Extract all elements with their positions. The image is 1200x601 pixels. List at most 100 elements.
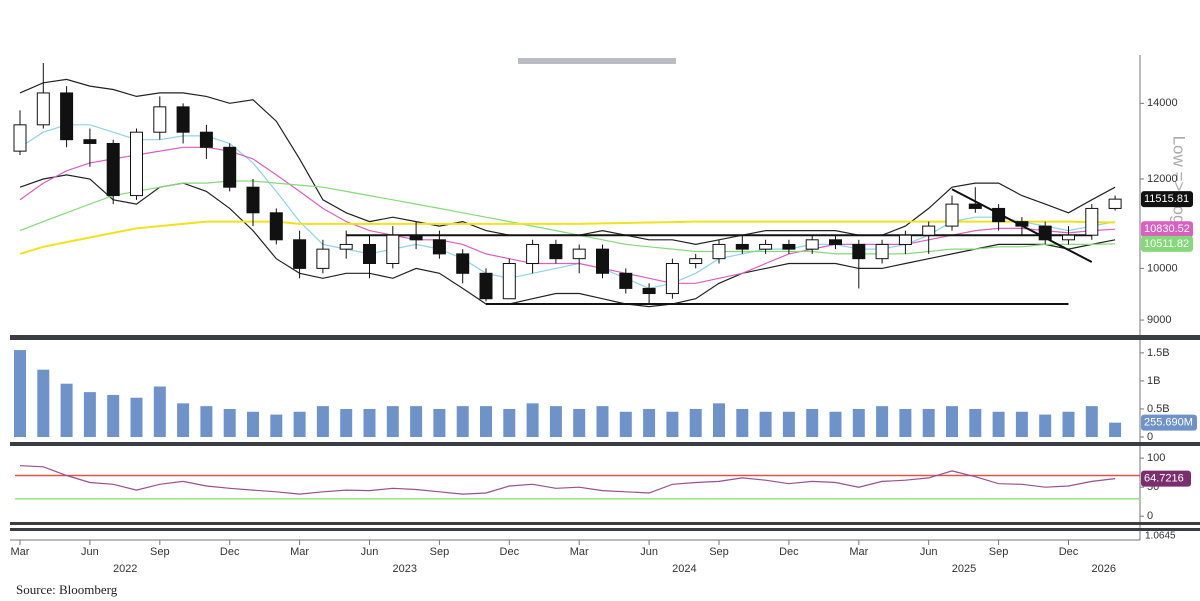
candle-body: [945, 203, 959, 227]
candle-body: [665, 262, 679, 295]
volume-bar: [549, 406, 562, 437]
candle-body: [83, 139, 97, 144]
y-tick-label: 0: [1147, 510, 1153, 522]
volume-bar: [759, 411, 772, 437]
volume-bar: [37, 369, 50, 437]
volume-bar: [1085, 406, 1098, 437]
volume-bar: [899, 408, 912, 437]
volume-bar: [60, 383, 73, 437]
candle-body: [479, 272, 493, 300]
candle-body: [223, 146, 237, 188]
volume-bar: [340, 408, 353, 437]
y-tick-label: 9000: [1147, 314, 1171, 326]
volume-bar: [153, 386, 166, 437]
volume-bar: [200, 406, 213, 437]
candle-body: [875, 243, 889, 260]
value-tag-bg: [1141, 235, 1193, 252]
volume-bar: [386, 406, 399, 437]
volume-bar: [526, 403, 539, 437]
candle-body: [269, 212, 283, 241]
year-label: 2025: [952, 563, 976, 575]
volume-bar: [1015, 411, 1028, 437]
x-tick-label: Dec: [1059, 546, 1079, 558]
volume-bar: [177, 403, 190, 437]
volume-bar: [456, 406, 469, 437]
value-tag-bg: [1141, 414, 1197, 431]
candle-body: [759, 243, 773, 250]
candle-body: [549, 243, 563, 260]
candle-body: [432, 239, 446, 255]
year-label: 2026: [1092, 563, 1116, 575]
x-tick-label: Sep: [430, 546, 450, 558]
candle-body: [36, 92, 50, 126]
volume-bar: [573, 408, 586, 437]
candle-body: [1085, 207, 1099, 236]
candle-body: [572, 248, 586, 260]
volume-bar: [643, 408, 656, 437]
candle-body: [526, 243, 540, 264]
volume-bar: [83, 392, 96, 437]
volume-bar: [876, 406, 889, 437]
volume-bar: [316, 406, 329, 437]
volume-bar: [992, 411, 1005, 437]
candle-body: [386, 234, 400, 264]
candle-body: [176, 106, 190, 133]
volume-bar: [946, 406, 958, 437]
value-tag-bg: [1141, 470, 1191, 487]
candle-body: [316, 248, 330, 269]
panel-divider: [10, 442, 1200, 446]
volume-bar: [806, 408, 819, 437]
candle-body: [898, 234, 912, 245]
year-label: 2023: [393, 563, 417, 575]
candle-body: [339, 243, 353, 250]
volume-bar: [1062, 411, 1075, 437]
y-tick-label: 100: [1147, 452, 1165, 464]
volume-bar: [852, 408, 865, 437]
volume-bar: [1109, 422, 1122, 437]
scroll-handle: [518, 58, 676, 64]
candle-body: [782, 243, 796, 250]
volume-bar: [619, 411, 632, 437]
volume-bar: [713, 403, 725, 437]
y-tick-label: 0.5B: [1147, 403, 1170, 415]
y-tick-label: 1B: [1147, 375, 1160, 387]
candle-body: [106, 142, 120, 197]
volume-bar: [1039, 414, 1052, 437]
volume-bar: [223, 408, 236, 437]
volume-bar: [969, 408, 982, 437]
volume-bar: [782, 411, 795, 437]
value-tag: 11515.81: [1144, 193, 1189, 205]
x-tick-label: Jun: [640, 546, 658, 558]
value-tag: 255.690M: [1144, 417, 1193, 429]
overlay-line: [19, 174, 1116, 308]
y-tick-label: 1.5B: [1147, 347, 1170, 359]
candle-body: [1062, 234, 1075, 241]
candle-body: [619, 272, 633, 289]
x-tick-label: Dec: [220, 546, 240, 558]
year-label: 2022: [113, 563, 137, 575]
x-tick-label: Sep: [709, 546, 729, 558]
volume-bar: [503, 408, 516, 437]
x-tick-label: Mar: [11, 546, 30, 558]
candle-body: [153, 106, 167, 133]
panel-divider: [10, 522, 1200, 525]
volume-bar: [293, 411, 306, 437]
x-tick-label: Jun: [361, 546, 379, 558]
volume-bar: [666, 411, 679, 437]
volume-bar: [689, 408, 702, 437]
x-tick-label: Mar: [570, 546, 589, 558]
volume-bar: [107, 394, 120, 437]
volume-bar: [922, 408, 935, 437]
overlay-line: [19, 220, 1116, 255]
volume-bar: [596, 406, 609, 437]
candle-body: [1038, 225, 1052, 241]
extra-value: 1.0645: [1145, 531, 1176, 542]
candle-body: [712, 243, 726, 260]
volume-bar: [14, 350, 26, 437]
volume-bar: [736, 408, 749, 437]
x-tick-label: Dec: [779, 546, 799, 558]
volume-bar: [433, 408, 446, 437]
y-tick-label: 12000: [1147, 173, 1178, 185]
